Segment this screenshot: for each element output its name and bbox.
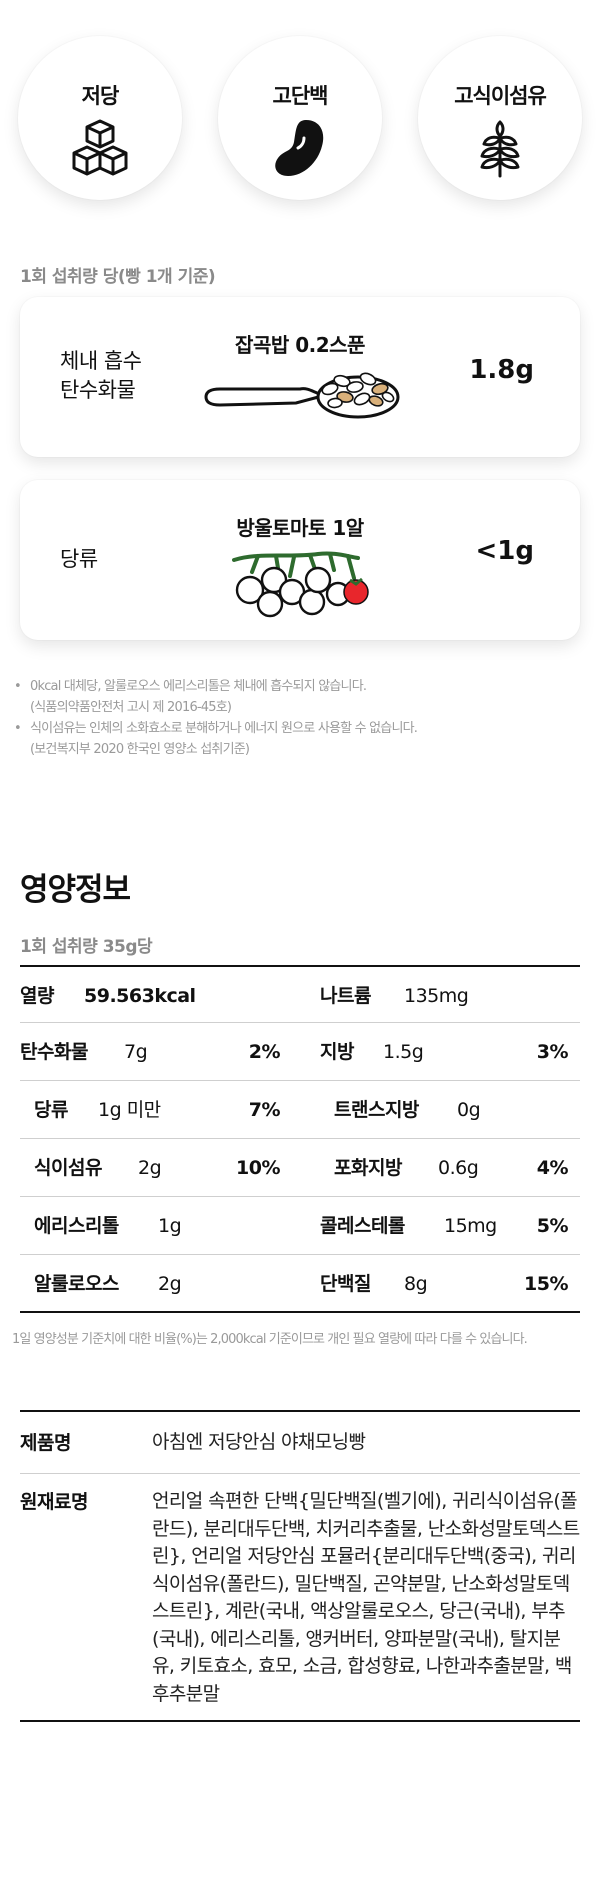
- serving-size: 1회 섭취량 35g당: [20, 937, 153, 957]
- note-item: • 식이섬유는 인체의 소화효소로 분해하거나 에너지 원으로 사용할 수 없습…: [14, 721, 418, 757]
- table-row: 제품명 아침엔 저당안심 야채모닝빵: [20, 1412, 580, 1474]
- spoon-icon: [204, 372, 400, 419]
- ingredients-label: 원재료명: [20, 1491, 88, 1513]
- card-label: 체내 흡수 탄수화물: [60, 349, 142, 402]
- table-row: 원재료명 언리얼 속편한 단백{밀단백질(벨기에), 귀리식이섬유(폴란드), …: [20, 1474, 580, 1720]
- intake-caption: 1회 섭취량 당(빵 1개 기준): [20, 267, 216, 287]
- table-row: 식이섬유 2g 10% 포화지방 0.6g 4%: [20, 1139, 580, 1197]
- high-protein-badge: 고단백: [218, 36, 382, 200]
- table-row: 당류 1g 미만 7% 트랜스지방 0g: [20, 1081, 580, 1139]
- card-title: 잡곡밥 0.2스푼: [235, 333, 365, 357]
- absorption-notes: • 0kcal 대체당, 알룰로오스 에리스리톨은 체내에 흡수되지 않습니다.…: [12, 676, 592, 760]
- note-item: • 0kcal 대체당, 알룰로오스 에리스리톨은 체내에 흡수되지 않습니다.…: [14, 679, 367, 715]
- nutrition-table: 열량 59.563kcal 나트륨 135mg 탄수화물 7g 2% 지방 1.…: [20, 965, 580, 1313]
- bean-icon: [275, 120, 324, 176]
- card-title: 방울토마토 1알: [236, 516, 364, 540]
- card-value: <1g: [475, 536, 535, 566]
- product-name-value: 아침엔 저당안심 야채모닝빵: [152, 1430, 366, 1453]
- sugar-cubes-icon: [72, 119, 128, 176]
- product-info-table: 제품명 아침엔 저당안심 야채모닝빵 원재료명 언리얼 속편한 단백{밀단백질(…: [20, 1410, 580, 1722]
- badge-label: 고식이섬유: [454, 84, 547, 108]
- table-row: 에리스리톨 1g 콜레스테롤 15mg 5%: [20, 1197, 580, 1255]
- daily-value-footnote: 1일 영양성분 기준치에 대한 비율(%)는 2,000kcal 기준이므로 개…: [12, 1332, 528, 1347]
- table-row: 열량 59.563kcal 나트륨 135mg: [20, 965, 580, 1023]
- feature-badges: 저당 고단백 고식이섬유: [0, 36, 600, 206]
- badge-label: 저당: [81, 84, 120, 108]
- product-name-label: 제품명: [20, 1431, 71, 1454]
- wheat-icon: [480, 120, 520, 178]
- card-value: 1.8g: [469, 355, 534, 385]
- badge-label: 고단백: [272, 84, 329, 108]
- high-fiber-badge: 고식이섬유: [418, 36, 582, 200]
- card-label: 당류: [60, 547, 98, 571]
- tomato-icon: [232, 551, 369, 618]
- ingredients-value: 언리얼 속편한 단백{밀단백질(벨기에), 귀리식이섬유(폴란드), 분리대두단…: [152, 1490, 580, 1705]
- nutrition-title: 영양정보: [20, 872, 131, 908]
- low-sugar-badge: 저당: [18, 36, 182, 200]
- table-row: 탄수화물 7g 2% 지방 1.5g 3%: [20, 1023, 580, 1081]
- carb-comparison-card: 체내 흡수 탄수화물 잡곡밥 0.2스푼 1.8g: [20, 297, 580, 457]
- table-row: 알룰로오스 2g 단백질 8g 15%: [20, 1255, 580, 1313]
- sugar-comparison-card: 당류 방울토마토 1알 <1g: [20, 480, 580, 640]
